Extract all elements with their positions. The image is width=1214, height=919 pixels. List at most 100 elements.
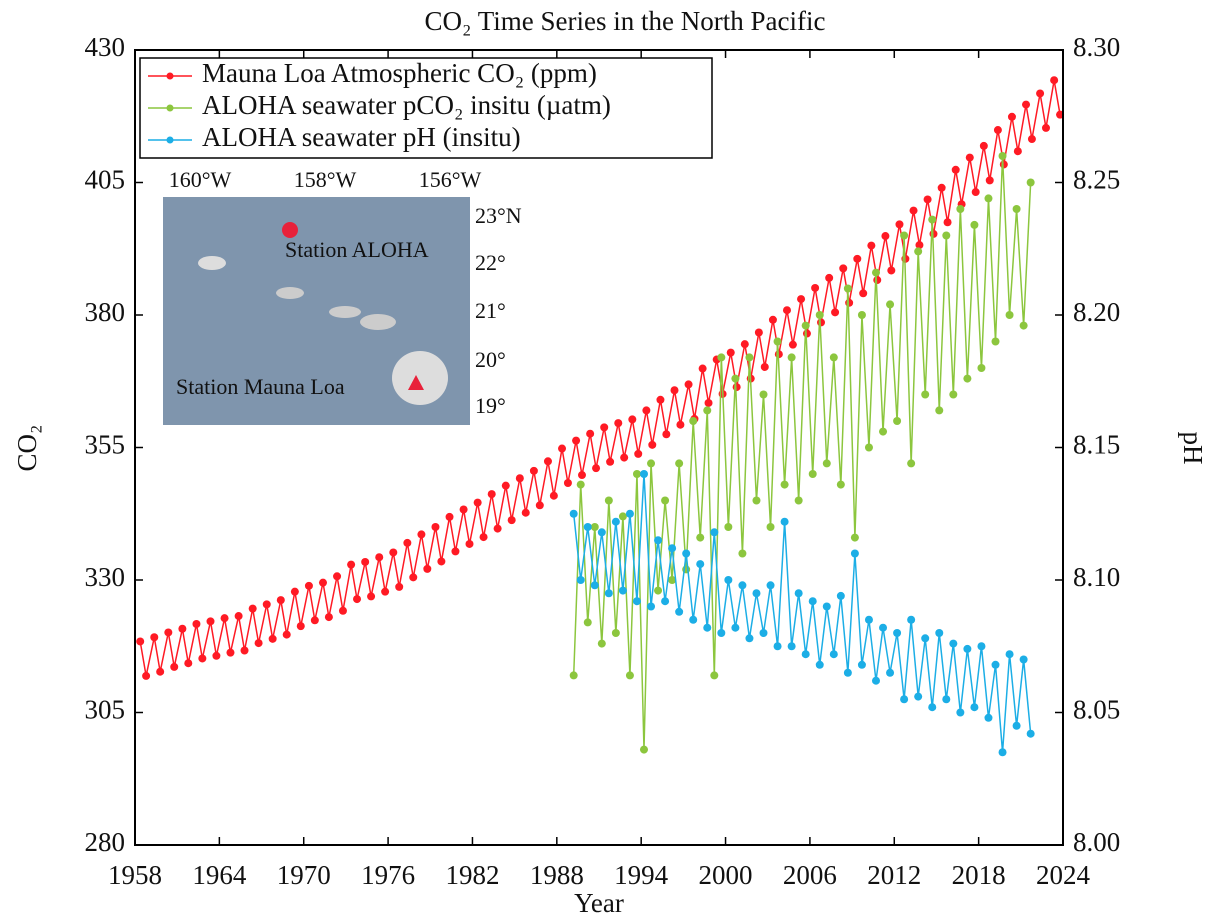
x-tick-label: 1976 (361, 860, 415, 890)
data-point (984, 714, 992, 722)
data-point (699, 365, 707, 373)
data-point (647, 603, 655, 611)
data-point (648, 441, 656, 449)
data-point (550, 492, 558, 500)
data-point (837, 592, 845, 600)
data-point (703, 624, 711, 632)
data-point (705, 399, 713, 407)
data-point (656, 396, 664, 404)
legend-swatch (167, 137, 174, 144)
data-point (853, 255, 861, 263)
data-point (1006, 311, 1014, 319)
data-point (675, 459, 683, 467)
data-point (851, 534, 859, 542)
data-point (745, 634, 753, 642)
data-point (970, 703, 978, 711)
y-axis-label: CO₂ (12, 425, 42, 472)
data-point (956, 709, 964, 717)
latitude-label: 23°N (475, 203, 522, 228)
y2-axis-label: pH (1178, 432, 1208, 465)
data-point (446, 513, 454, 521)
data-point (339, 607, 347, 615)
inset-map: Station ALOHA Station Mauna Loa 160°W 15… (163, 167, 522, 425)
data-point (156, 668, 164, 676)
data-point (788, 642, 796, 650)
data-point (668, 544, 676, 552)
data-point (696, 560, 704, 568)
chart-title: CO₂ Time Series in the North Pacific (425, 6, 826, 36)
data-point (642, 406, 650, 414)
data-point (269, 635, 277, 643)
data-point (192, 620, 200, 628)
data-point (867, 242, 875, 250)
data-point (619, 512, 627, 520)
data-point (150, 633, 158, 641)
data-point (198, 654, 206, 662)
data-point (522, 509, 530, 517)
data-point (769, 316, 777, 324)
legend-label: ALOHA seawater pH (insitu) (202, 122, 521, 152)
data-point (654, 587, 662, 595)
data-point (844, 669, 852, 677)
data-point (325, 613, 333, 621)
x-tick-label: 2012 (867, 860, 921, 890)
data-point (741, 340, 749, 348)
station-label: Station ALOHA (285, 237, 429, 262)
data-point (184, 659, 192, 667)
data-point (879, 428, 887, 436)
data-point (999, 152, 1007, 160)
data-point (767, 523, 775, 531)
data-point (431, 523, 439, 531)
x-tick-label: 2000 (699, 860, 753, 890)
data-point (952, 166, 960, 174)
data-point (1006, 650, 1014, 658)
data-point (921, 634, 929, 642)
data-point (816, 661, 824, 669)
series (570, 470, 1035, 756)
data-point (859, 289, 867, 297)
data-point (942, 232, 950, 240)
data-point (605, 589, 613, 597)
y2-tick-label: 8.10 (1073, 562, 1120, 592)
y2-tick-label: 8.30 (1073, 32, 1120, 62)
data-point (696, 534, 704, 542)
data-point (760, 391, 768, 399)
data-point (676, 421, 684, 429)
data-point (992, 661, 1000, 669)
data-point (654, 536, 662, 544)
data-point (963, 645, 971, 653)
data-point (928, 216, 936, 224)
series-line (574, 156, 1031, 750)
data-point (577, 481, 585, 489)
data-point (297, 622, 305, 630)
data-point (417, 530, 425, 538)
data-point (226, 649, 234, 657)
data-point (823, 459, 831, 467)
data-point (938, 184, 946, 192)
data-point (797, 295, 805, 303)
data-point (347, 561, 355, 569)
data-point (255, 639, 263, 647)
data-point (858, 661, 866, 669)
data-point (921, 391, 929, 399)
data-point (963, 375, 971, 383)
data-point (717, 353, 725, 361)
y-tick-label: 330 (85, 562, 126, 592)
data-point (620, 454, 628, 462)
chart: CO₂ Time Series in the North Pacific Yea… (0, 0, 1214, 919)
data-point (591, 523, 599, 531)
data-point (703, 406, 711, 414)
data-point (935, 629, 943, 637)
data-point (311, 616, 319, 624)
data-point (823, 603, 831, 611)
data-point (760, 629, 768, 637)
data-point (942, 695, 950, 703)
data-point (972, 188, 980, 196)
island (392, 351, 448, 405)
data-point (1020, 656, 1028, 664)
data-point (924, 195, 932, 203)
longitude-label: 156°W (419, 167, 482, 192)
data-point (949, 391, 957, 399)
data-point (423, 565, 431, 573)
data-point (570, 510, 578, 518)
